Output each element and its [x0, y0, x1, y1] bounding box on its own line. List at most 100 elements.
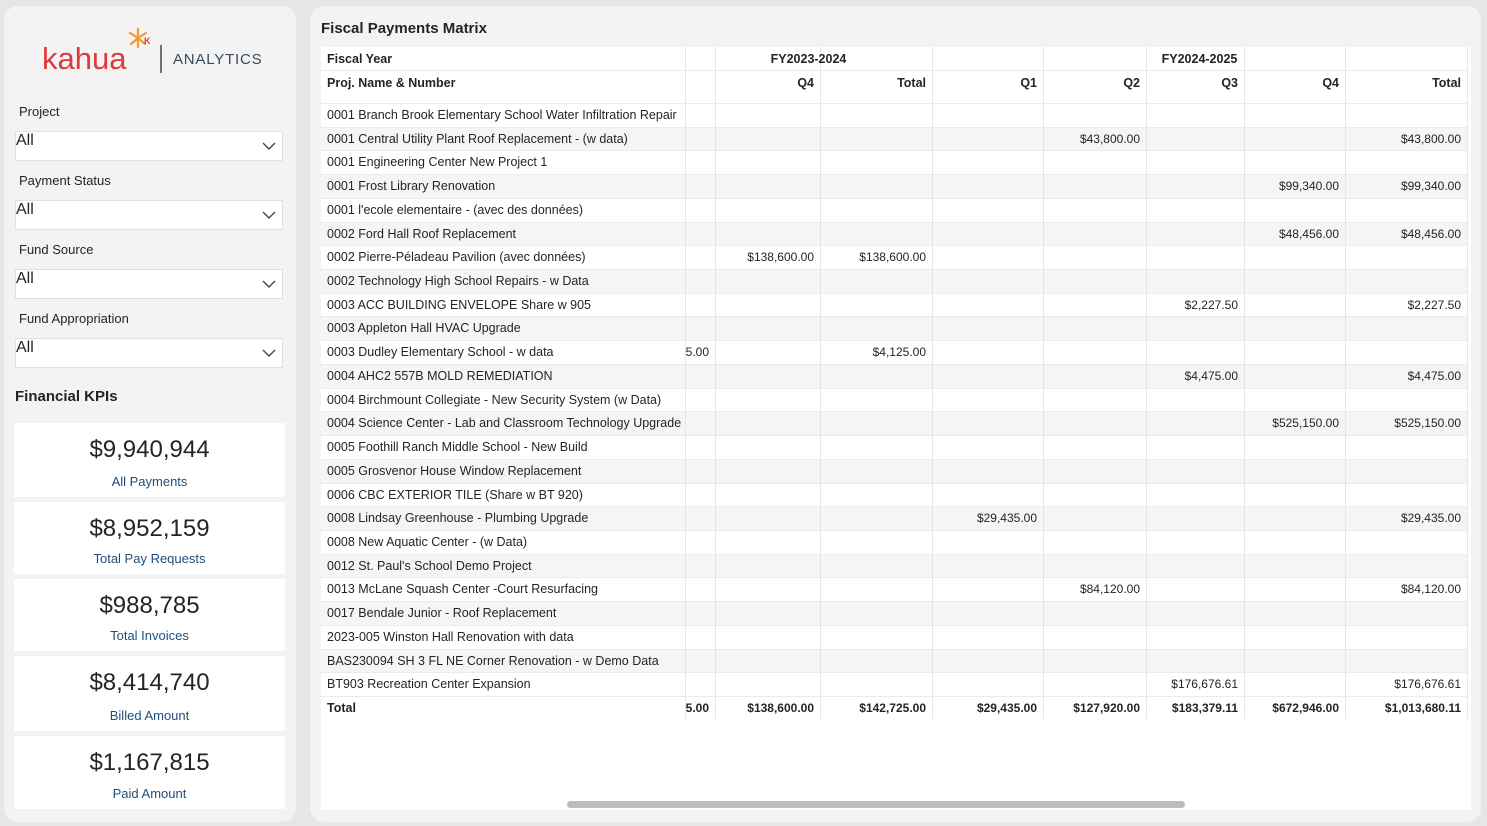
filter-dropdown[interactable]: All	[15, 269, 283, 299]
kpi-label: Total Pay Requests	[93, 551, 206, 566]
project-name[interactable]: 0005 Foothill Ranch Middle School - New …	[327, 440, 588, 455]
row-line	[321, 292, 1468, 294]
project-name[interactable]: 0004 AHC2 557B MOLD REMEDIATION	[327, 368, 553, 383]
column-header: Q2	[1123, 76, 1140, 90]
cell-value: $29,435.00	[1400, 511, 1461, 526]
project-name[interactable]: 0006 CBC EXTERIOR TILE (Share w BT 920)	[327, 487, 583, 502]
row-stripe	[321, 411, 1468, 436]
project-name[interactable]: BT903 Recreation Center Expansion	[327, 677, 531, 692]
row-line	[321, 363, 1468, 365]
row-line	[321, 197, 1468, 199]
column-header: Q4	[1322, 76, 1339, 90]
column-line	[1467, 47, 1468, 719]
filter-dropdown[interactable]: All	[15, 338, 283, 368]
kpi-label: Total Invoices	[110, 628, 189, 643]
row-stripe	[321, 174, 1468, 198]
row-line	[321, 577, 1468, 579]
row-line	[321, 458, 1468, 460]
kpi-card: $8,952,159 Total Pay Requests	[14, 502, 285, 574]
cell-value: $176,676.61	[1171, 677, 1238, 692]
row-stripe	[321, 126, 1468, 151]
chevron	[262, 211, 276, 219]
project-name[interactable]: 0003 Dudley Elementary School - w data	[327, 345, 554, 360]
kpi-label: All Payments	[111, 474, 188, 489]
header-line	[321, 70, 1468, 71]
total-value: $672,946.00	[1272, 701, 1339, 715]
row-line	[321, 126, 1468, 128]
project-name[interactable]: 0001 Central Utility Plant Roof Replacem…	[327, 131, 628, 146]
project-name[interactable]: 0001 Engineering Center New Project 1	[327, 155, 548, 170]
project-name[interactable]: 0001 Frost Library Renovation	[327, 179, 496, 194]
filter-dropdown[interactable]: All	[15, 200, 283, 230]
cell-value: $138,600.00	[859, 250, 926, 265]
total-value: 5.00	[685, 701, 709, 715]
project-name[interactable]: 0002 Ford Hall Roof Replacement	[327, 226, 516, 241]
row-line	[321, 696, 1468, 697]
project-name[interactable]: 0017 Bendale Junior - Roof Replacement	[327, 606, 557, 621]
row-line	[321, 506, 1468, 508]
project-name[interactable]: 0001 Branch Brook Elementary School Wate…	[327, 108, 677, 122]
logo-k: K	[144, 36, 151, 46]
cell-value: $43,800.00	[1400, 131, 1461, 146]
project-name[interactable]: 0003 Appleton Hall HVAC Upgrade	[327, 321, 521, 336]
row-line	[321, 387, 1468, 389]
cell-value: $84,120.00	[1079, 582, 1140, 597]
row-line	[321, 553, 1468, 555]
logo: kahua K ANALYTICS	[42, 27, 262, 76]
kpi-title: Financial KPIs	[15, 388, 118, 405]
row-line	[321, 411, 1468, 413]
filter-dropdown[interactable]: All	[15, 131, 283, 161]
project-name[interactable]: 0003 ACC BUILDING ENVELOPE Share w 905	[327, 297, 592, 312]
row-stripe	[321, 363, 1468, 388]
project-name[interactable]: 0012 St. Paul's School Demo Project	[327, 558, 532, 573]
row-stripe	[321, 553, 1468, 578]
column-line	[1345, 47, 1346, 719]
row-stripe	[321, 648, 1468, 673]
column-line	[820, 47, 821, 719]
row-stripe	[321, 458, 1468, 483]
column-header: Total	[897, 76, 926, 90]
project-name[interactable]: 2023-005 Winston Hall Renovation with da…	[327, 629, 574, 644]
cell-value: $99,340.00	[1400, 179, 1461, 194]
project-name[interactable]: 0008 New Aquatic Center - (w Data)	[327, 534, 528, 549]
chevron	[262, 349, 276, 357]
total-value: $1,013,680.11	[1384, 701, 1461, 715]
kpi-card: $9,940,944 All Payments	[14, 423, 285, 497]
project-name[interactable]: 0004 Science Center - Lab and Classroom …	[327, 416, 682, 431]
column-header: Q1	[1020, 76, 1037, 90]
project-name[interactable]: 0002 Pierre-Péladeau Pavilion (avec donn…	[327, 250, 586, 265]
cell-value: $4,475.00	[1184, 368, 1238, 383]
project-name[interactable]: 0013 McLane Squash Center -Court Resurfa…	[327, 582, 598, 597]
project-name[interactable]: 0008 Lindsay Greenhouse - Plumbing Upgra…	[327, 511, 589, 526]
row-line	[321, 529, 1468, 531]
project-name[interactable]: 0004 Birchmount Collegiate - New Securit…	[327, 392, 662, 407]
project-name[interactable]: 0005 Grosvenor House Window Replacement	[327, 463, 582, 478]
kpi-value: $988,785	[99, 592, 200, 619]
project-name[interactable]: 0001 l'ecole elementaire - (avec des don…	[327, 202, 584, 217]
column-line	[715, 47, 716, 719]
chevron	[262, 142, 276, 150]
scrollbar[interactable]	[567, 801, 1185, 808]
kpi-card: $988,785 Total Invoices	[14, 579, 285, 651]
filter-value: All	[16, 270, 34, 287]
cell-value: $176,676.61	[1394, 677, 1461, 692]
total-value: $142,725.00	[859, 701, 926, 715]
header-label: Fiscal Year	[327, 52, 393, 66]
row-line	[321, 672, 1468, 674]
kpi-value: $8,952,159	[89, 515, 210, 542]
row-line	[321, 103, 1468, 104]
kpi-label: Billed Amount	[109, 708, 190, 723]
column-header: Total	[1432, 76, 1461, 90]
logo-brand: kahua	[42, 41, 127, 76]
cell-value: $525,150.00	[1272, 416, 1339, 431]
cell-value: $29,435.00	[976, 511, 1037, 526]
filter-label: Payment Status	[19, 173, 111, 188]
total-value: $127,920.00	[1073, 701, 1140, 715]
row-stripe	[321, 316, 1468, 341]
logo-icon	[128, 27, 148, 49]
project-name[interactable]: BAS230094 SH 3 FL NE Corner Renovation -…	[327, 653, 659, 668]
column-line	[1244, 47, 1245, 719]
project-name[interactable]: 0002 Technology High School Repairs - w …	[327, 274, 589, 289]
matrix-title: Fiscal Payments Matrix	[321, 20, 487, 37]
